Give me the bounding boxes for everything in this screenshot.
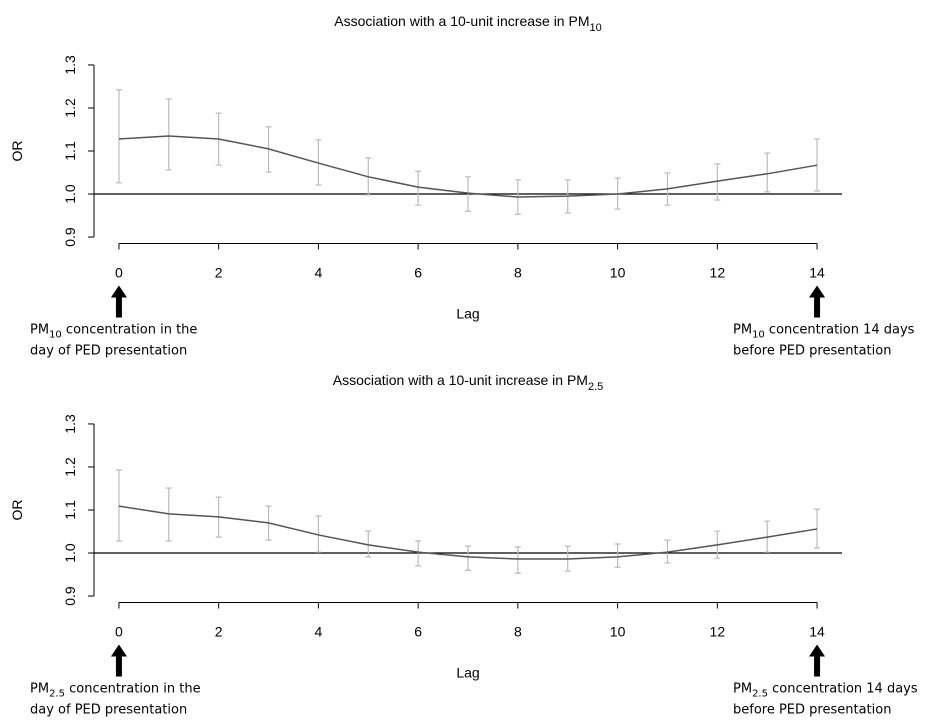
error-bar	[365, 530, 372, 558]
error-bar	[814, 508, 821, 549]
x-axis-label: Lag	[456, 665, 479, 681]
annotation-prefix: PM	[733, 682, 752, 697]
title-subscript: 2.5	[588, 381, 603, 393]
x-tick-label: 0	[115, 265, 123, 281]
x-tick-label: 4	[315, 624, 323, 640]
annotation-line2: day of PED presentation	[30, 703, 187, 718]
annotation: PM2.5 concentration 14 days	[733, 682, 918, 700]
error-bar	[814, 138, 821, 192]
annotation-subscript: 2.5	[49, 689, 65, 700]
chart-title: Association with a 10-unit increase in P…	[333, 372, 604, 393]
x-tick-label: 12	[710, 265, 726, 281]
annotation-prefix: PM	[30, 323, 49, 338]
annotation-prefix: PM	[733, 323, 752, 338]
x-tick-label: 12	[710, 624, 726, 640]
error-bar	[415, 170, 422, 206]
annotation-text: concentration in the	[62, 323, 198, 338]
y-tick-label: 0.9	[62, 586, 78, 606]
x-tick-label: 10	[610, 265, 626, 281]
annotation-text: concentration 14 days	[765, 323, 915, 338]
estimate-line	[118, 505, 818, 560]
annotation-subscript: 10	[752, 330, 765, 341]
x-tick-label: 2	[215, 624, 223, 640]
y-tick-label: 1.3	[62, 55, 78, 75]
error-bar	[465, 545, 471, 571]
annotation-subscript: 10	[49, 330, 62, 341]
error-bar	[315, 515, 322, 553]
error-bar	[415, 540, 422, 567]
y-tick-label: 1.0	[62, 184, 78, 204]
x-tick-label: 0	[115, 624, 123, 640]
x-tick-label: 8	[514, 624, 522, 640]
y-tick-label: 1.1	[62, 141, 78, 161]
title-text: Association with a 10-unit increase in P…	[333, 372, 588, 388]
annotation-text: concentration in the	[65, 682, 201, 697]
x-tick-label: 8	[514, 265, 522, 281]
error-bar	[614, 543, 621, 568]
arrow	[809, 644, 826, 677]
arrow	[110, 644, 127, 677]
error-bar	[165, 98, 172, 171]
error-bar	[115, 89, 122, 184]
x-tick-label: 6	[414, 265, 422, 281]
annotation: PM10 concentration 14 days	[733, 323, 915, 341]
y-tick-label: 1.2	[62, 457, 78, 477]
annotation-text: concentration 14 days	[768, 682, 918, 697]
arrow	[110, 285, 127, 318]
title-text: Association with a 10-unit increase in P…	[334, 13, 589, 29]
estimate-line	[118, 135, 818, 198]
annotation-prefix: PM	[30, 682, 49, 697]
y-tick-label: 1.3	[62, 414, 78, 434]
x-tick-label: 4	[315, 265, 323, 281]
chart-title: Association with a 10-unit increase in P…	[334, 13, 601, 34]
y-tick-label: 1.1	[62, 500, 78, 520]
x-axis-label: Lag	[456, 306, 479, 322]
x-tick-label: 14	[809, 265, 825, 281]
y-tick-label: 1.0	[62, 543, 78, 563]
error-bar	[465, 176, 471, 212]
annotation-subscript: 2.5	[752, 689, 768, 700]
y-axis-label: OR	[9, 141, 25, 162]
x-tick-label: 14	[809, 624, 825, 640]
title-subscript: 10	[589, 22, 601, 34]
x-tick-label: 6	[414, 624, 422, 640]
y-tick-label: 1.2	[62, 98, 78, 118]
error-bar	[764, 152, 771, 193]
x-tick-label: 10	[610, 624, 626, 640]
annotation-line2: day of PED presentation	[30, 344, 187, 359]
annotation: PM2.5 concentration in the	[30, 682, 201, 700]
annotation-line2: before PED presentation	[733, 703, 891, 718]
annotation: PM10 concentration in the	[30, 323, 197, 341]
error-bar	[714, 163, 721, 201]
annotation-line2: before PED presentation	[733, 344, 891, 359]
y-axis-label: OR	[9, 500, 25, 521]
x-tick-label: 2	[215, 265, 223, 281]
error-bar	[115, 469, 122, 542]
y-tick-label: 0.9	[62, 227, 78, 247]
error-bar	[514, 546, 521, 574]
arrow	[809, 285, 826, 318]
